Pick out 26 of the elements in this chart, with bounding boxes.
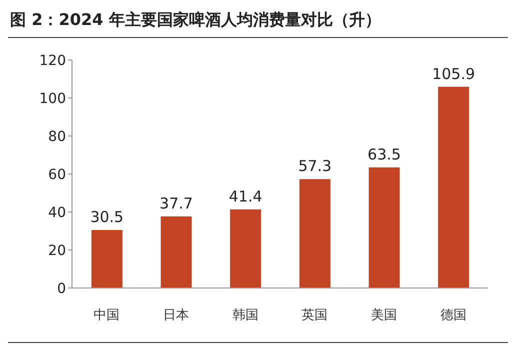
- bar: [299, 179, 330, 288]
- data-label: 30.5: [90, 208, 124, 226]
- y-tick-label: 120: [39, 52, 66, 69]
- y-tick-label: 20: [48, 242, 66, 259]
- bar: [368, 167, 400, 288]
- chart-title: 图 2：2024 年主要国家啤酒人均消费量对比（升）: [8, 8, 508, 38]
- data-label: 105.9: [432, 64, 476, 83]
- x-tick-label: 韩国: [232, 308, 258, 324]
- bar: [230, 209, 262, 288]
- bar: [438, 86, 470, 288]
- y-tick-label: 80: [48, 128, 66, 145]
- y-tick-label: 0: [57, 280, 66, 297]
- bar: [160, 216, 192, 288]
- y-tick-label: 100: [39, 90, 66, 107]
- y-tick-label: 40: [48, 204, 66, 221]
- bar: [91, 230, 122, 288]
- x-tick-label: 德国: [440, 308, 466, 324]
- data-label: 63.5: [368, 145, 401, 164]
- data-label: 41.4: [228, 187, 262, 206]
- x-tick-label: 美国: [371, 307, 397, 324]
- y-tick-label: 60: [48, 166, 66, 183]
- x-tick-label: 日本: [163, 308, 189, 324]
- data-label: 57.3: [298, 157, 332, 176]
- data-label: 37.7: [160, 194, 193, 212]
- x-tick-label: 中国: [94, 308, 120, 324]
- x-tick-label: 英国: [302, 308, 328, 324]
